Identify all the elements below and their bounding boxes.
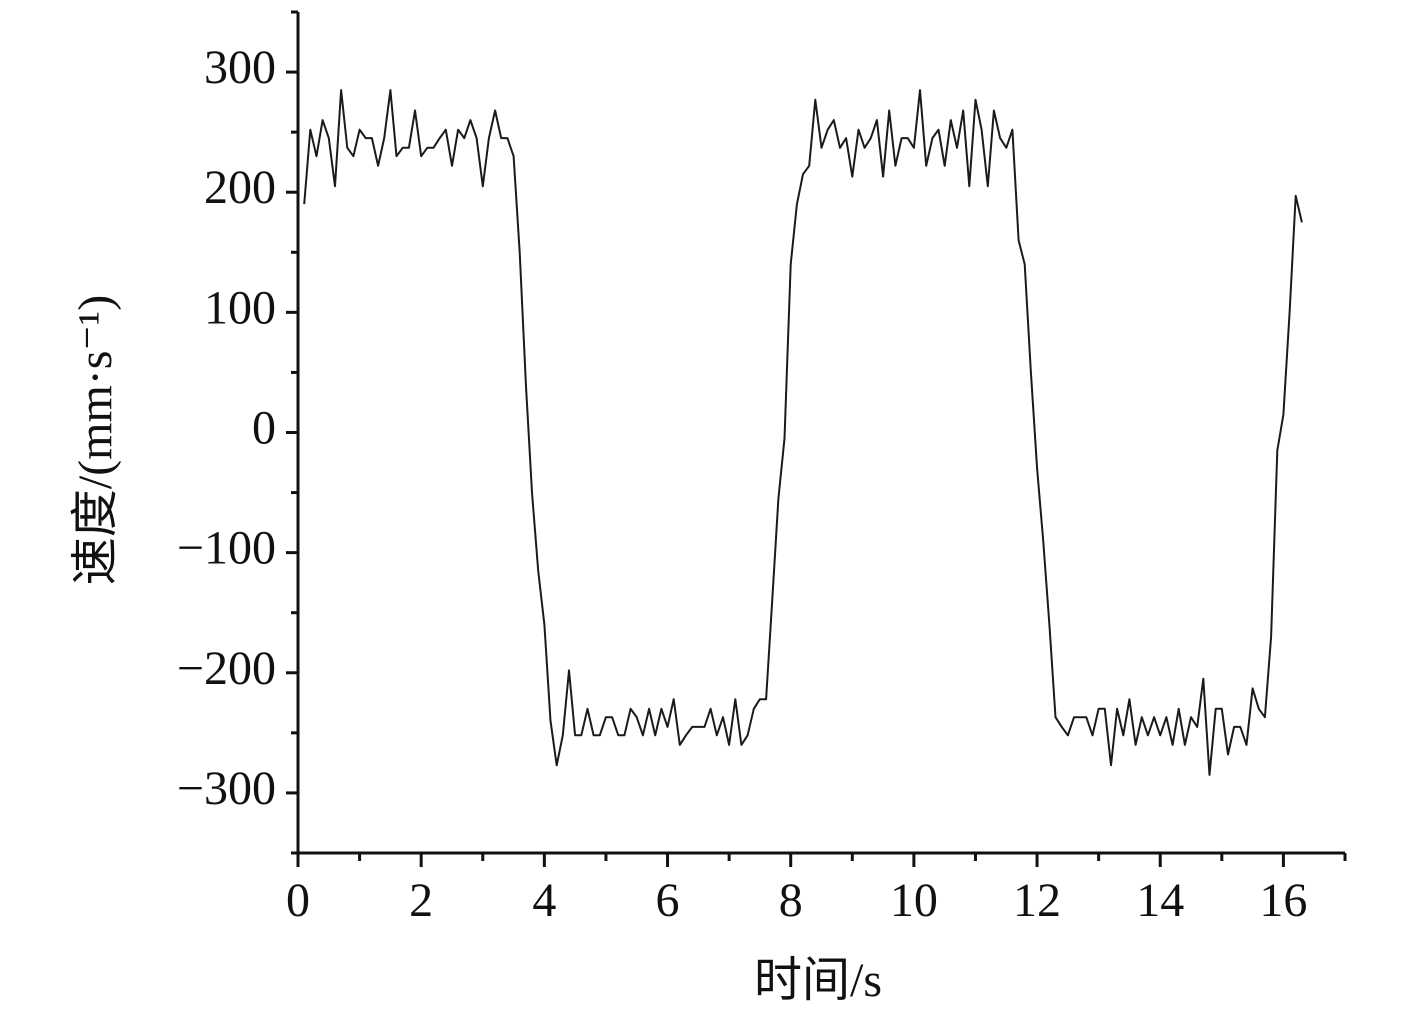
x-tick-label: 2 [409, 874, 433, 927]
x-tick-label: 8 [779, 874, 803, 927]
y-axis-label: 速度/(mm·s⁻¹) [69, 295, 122, 585]
data-line [303, 89, 1303, 776]
x-tick-label: 14 [1136, 874, 1184, 927]
y-tick-label: 300 [204, 41, 276, 94]
y-tick-label: 100 [204, 281, 276, 334]
x-tick-label: 10 [890, 874, 938, 927]
y-tick-label: −200 [177, 642, 276, 695]
y-tick-label: −100 [177, 522, 276, 575]
y-tick-label: 0 [252, 402, 276, 455]
x-tick-label: 16 [1259, 874, 1307, 927]
x-tick-label: 4 [532, 874, 556, 927]
x-tick-label: 6 [656, 874, 680, 927]
y-tick-label: −300 [177, 762, 276, 815]
y-tick-label: 200 [204, 161, 276, 214]
x-tick-label: 0 [286, 874, 310, 927]
x-axis-label: 时间/s [754, 954, 882, 1007]
x-tick-label: 12 [1013, 874, 1061, 927]
